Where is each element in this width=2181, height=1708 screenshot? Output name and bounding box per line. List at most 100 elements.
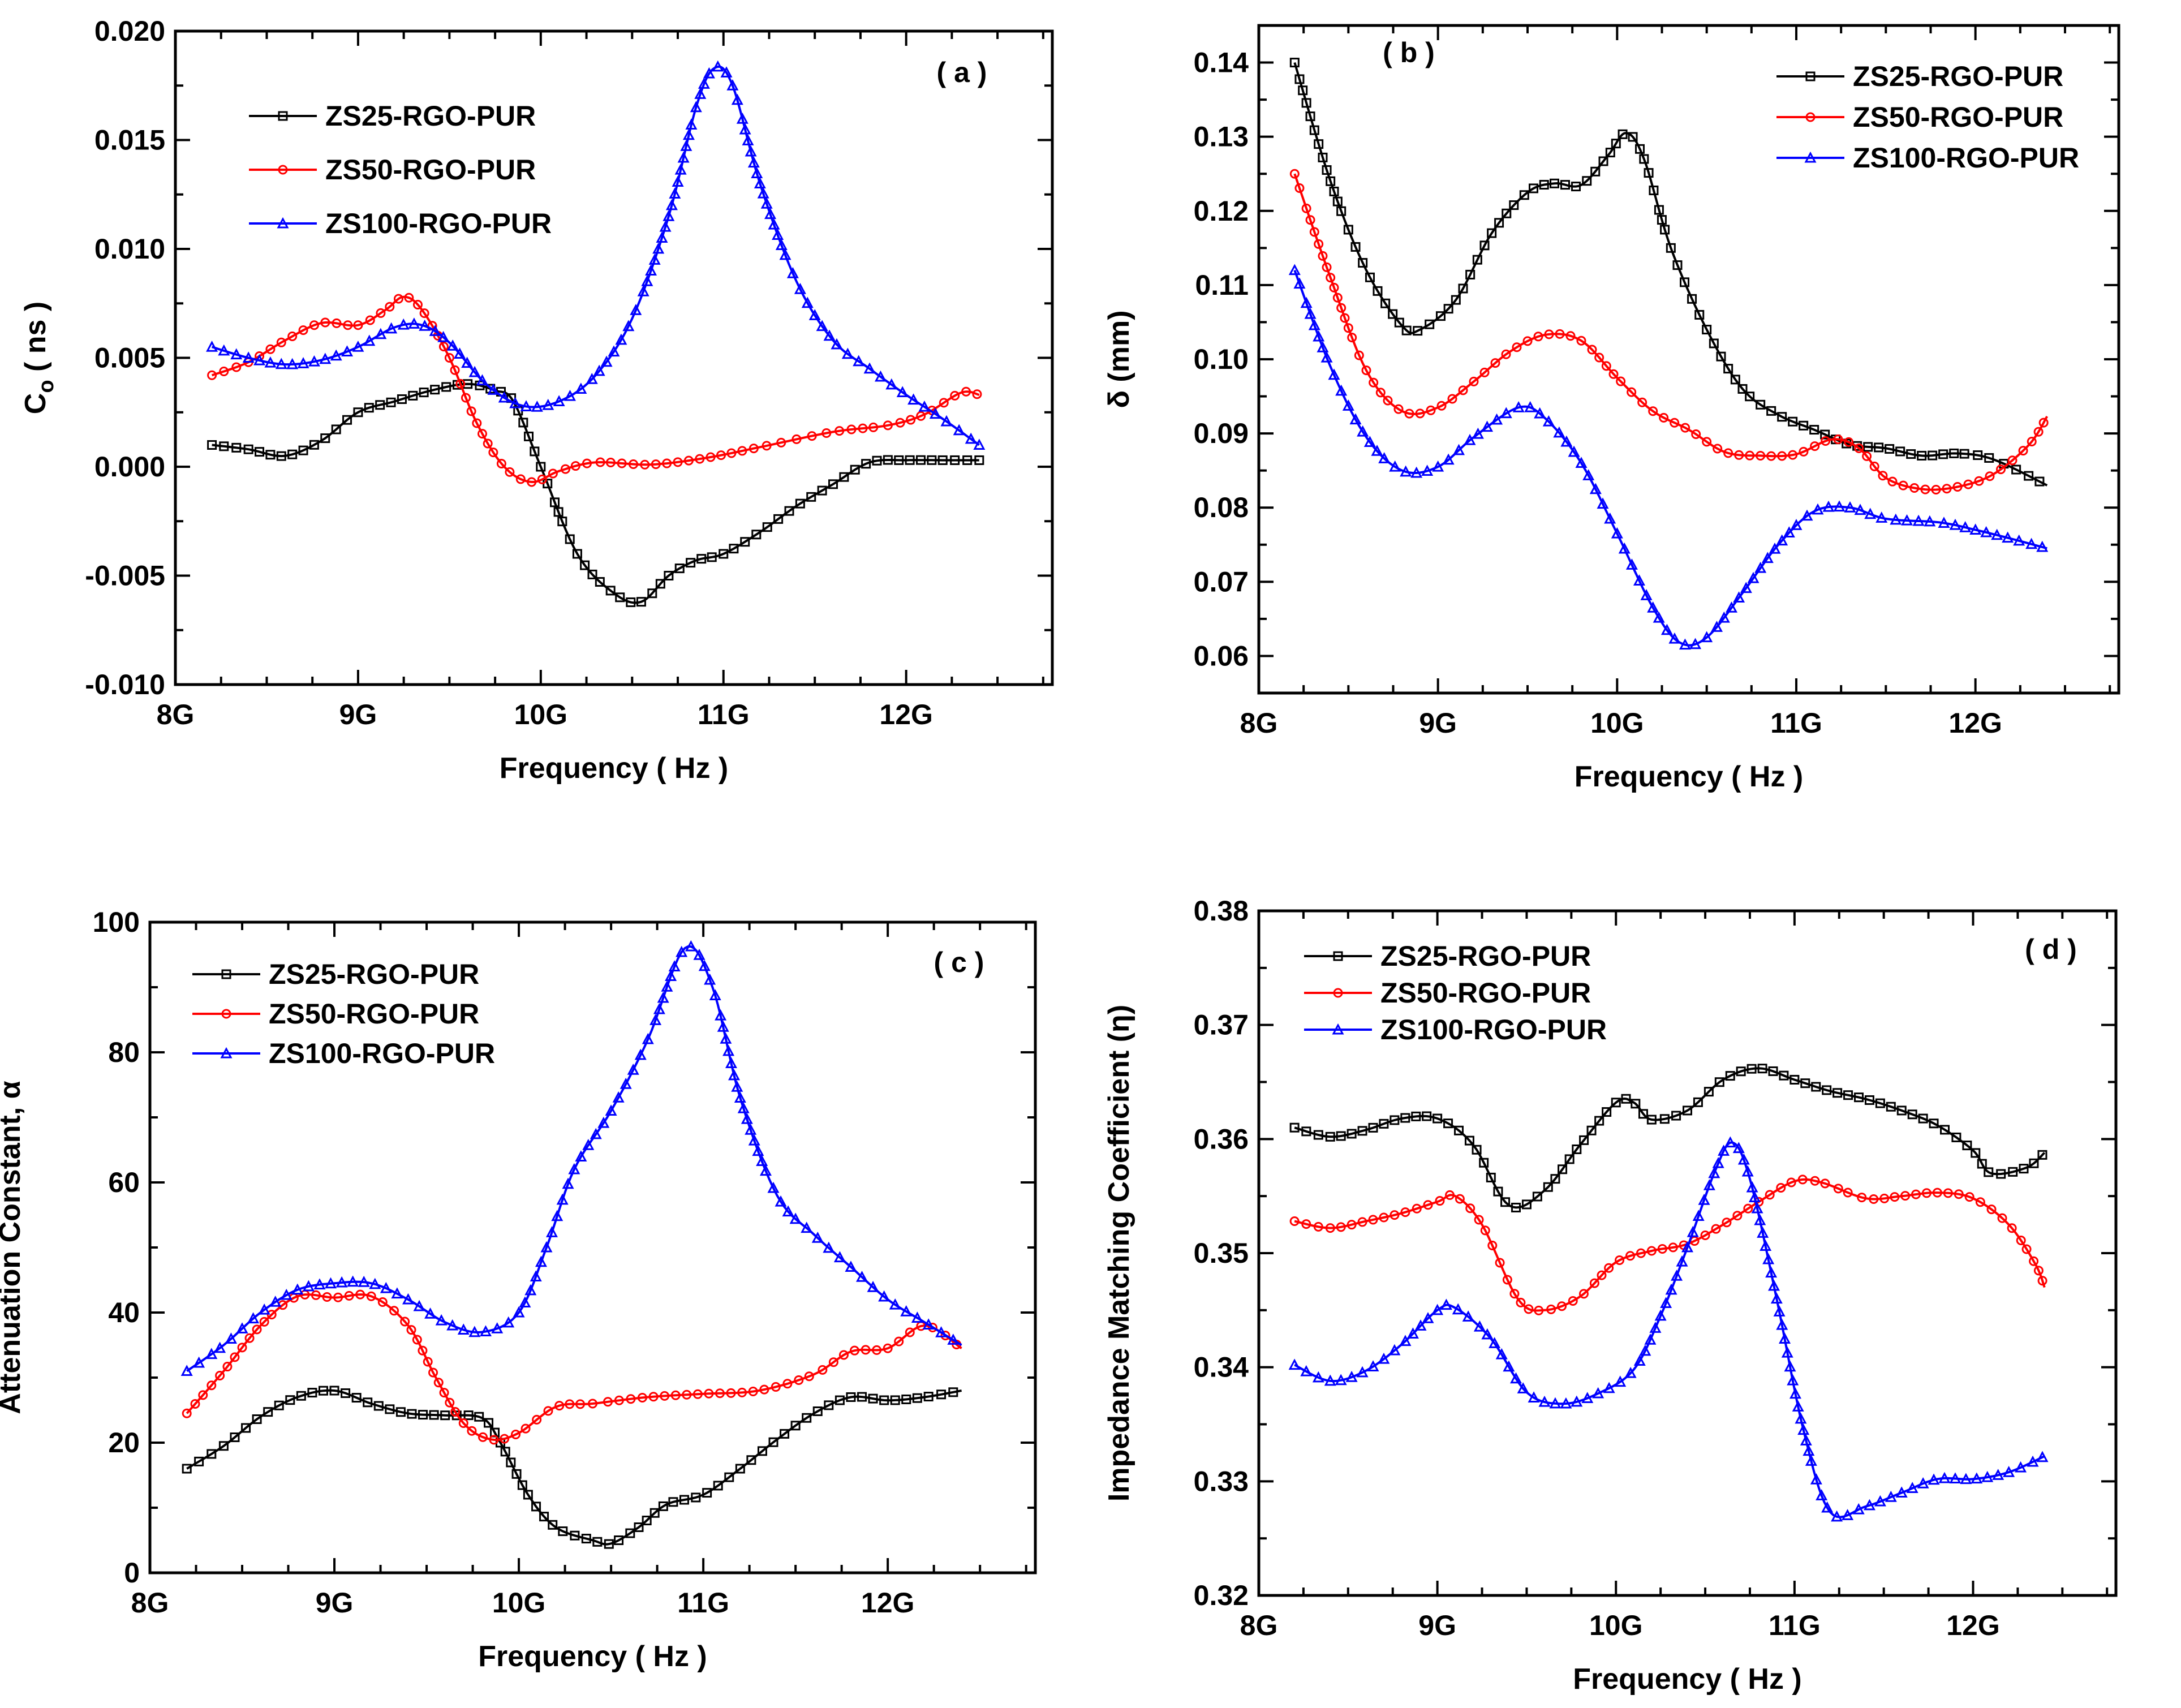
data-point [406, 1325, 416, 1335]
data-point [1611, 527, 1623, 539]
data-point [535, 1255, 547, 1267]
data-point [439, 1388, 449, 1398]
data-point [478, 429, 487, 439]
data-point [637, 285, 649, 296]
data-point [895, 418, 905, 428]
data-point [445, 1397, 455, 1408]
data-point [313, 1278, 326, 1290]
y-tick-label: 0.06 [1194, 640, 1249, 672]
data-point [615, 592, 625, 603]
data-point [1479, 367, 1490, 377]
legend-label: ZS25-RGO-PUR [325, 100, 536, 132]
data-point [2033, 427, 2044, 437]
data-point [1289, 169, 1300, 179]
data-point [207, 1380, 217, 1391]
data-point [568, 1163, 580, 1174]
data-point [230, 1352, 240, 1362]
y-tick-label: 0.35 [1194, 1237, 1249, 1269]
data-point [1495, 1258, 1505, 1268]
data-point [656, 231, 668, 243]
legend-label: ZS25-RGO-PUR [1853, 61, 2063, 92]
data-point [1786, 1177, 1796, 1188]
data-point [375, 328, 387, 339]
data-point [821, 428, 832, 438]
data-point [404, 292, 414, 303]
data-point [2016, 1236, 2026, 1246]
data-point [244, 1333, 255, 1343]
data-point [696, 554, 707, 564]
data-point [1511, 1202, 1521, 1212]
data-point [776, 437, 786, 448]
data-point [1481, 420, 1494, 432]
data-point [1885, 444, 1895, 454]
data-point [366, 1291, 376, 1301]
data-point [1906, 1482, 1918, 1493]
data-point [1805, 1455, 1817, 1466]
data-point [1822, 500, 1835, 512]
data-point [1490, 358, 1500, 368]
y-tick-label: 0.32 [1194, 1580, 1249, 1611]
data-point [1350, 242, 1361, 252]
data-point [1646, 1115, 1657, 1125]
data-point [1886, 1102, 1896, 1112]
data-point [513, 1306, 525, 1318]
data-point [1633, 574, 1645, 586]
x-tick-label: 12G [861, 1587, 915, 1619]
y-tick-label: 0.10 [1194, 343, 1249, 375]
data-point [1611, 139, 1621, 149]
data-point [912, 1393, 922, 1403]
data-point [344, 1290, 354, 1301]
data-point [685, 940, 697, 952]
data-point [1985, 471, 1995, 481]
x-tick-label: 10G [492, 1587, 546, 1619]
data-point [874, 370, 887, 382]
data-point [1400, 465, 1412, 477]
data-point [1320, 351, 1333, 363]
data-point [1831, 1510, 1843, 1522]
data-point [241, 1423, 251, 1433]
data-point [756, 1155, 768, 1167]
data-point [713, 1481, 723, 1491]
data-point [2038, 418, 2049, 428]
data-point [741, 1112, 753, 1124]
data-point [665, 970, 677, 981]
data-point [518, 418, 528, 428]
data-point [553, 395, 565, 406]
legend-item: ZS100-RGO-PUR [1776, 142, 2079, 174]
data-point [1921, 1188, 1932, 1198]
data-point [1770, 1292, 1783, 1304]
data-point [1702, 325, 1712, 335]
data-point [648, 1392, 659, 1402]
legend-label: ZS50-RGO-PUR [269, 998, 479, 1030]
data-point [883, 455, 893, 465]
data-point [1415, 408, 1425, 419]
data-point [1768, 1066, 1778, 1076]
y-tick-label: 0.37 [1194, 1009, 1249, 1041]
legend-item: ZS100-RGO-PUR [249, 208, 552, 239]
data-point [1625, 1251, 1635, 1261]
data-point [1544, 329, 1554, 339]
data-point [1336, 206, 1347, 216]
data-point [612, 1091, 625, 1103]
data-point [222, 1362, 233, 1372]
data-point [309, 320, 319, 330]
data-point [1509, 200, 1519, 210]
data-point [435, 1314, 448, 1326]
data-point [1560, 1397, 1572, 1409]
data-point [655, 579, 665, 589]
data-point [206, 341, 218, 352]
data-point [355, 1289, 365, 1300]
data-point [605, 1104, 617, 1116]
data-point [207, 1449, 217, 1459]
series-line [1293, 270, 2047, 647]
data-point [1616, 376, 1626, 386]
data-point [1379, 1118, 1389, 1129]
data-point [496, 459, 506, 469]
data-point [1895, 446, 1905, 457]
data-point [775, 1195, 787, 1207]
data-point [1852, 1503, 1865, 1515]
data-point [446, 339, 459, 351]
data-point [1558, 1164, 1568, 1174]
legend-item: ZS25-RGO-PUR [1304, 940, 1591, 972]
data-point [1911, 1189, 1921, 1199]
